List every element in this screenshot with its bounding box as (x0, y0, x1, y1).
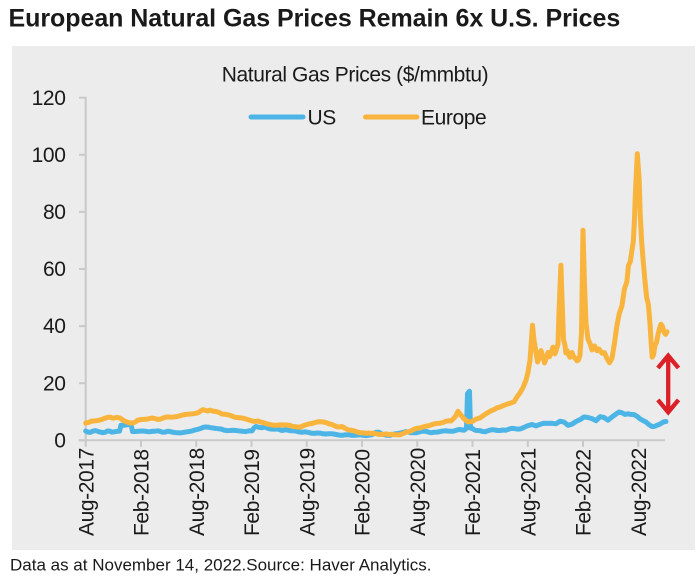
svg-text:Feb-2018: Feb-2018 (131, 449, 154, 536)
svg-text:80: 80 (43, 201, 66, 224)
svg-text:Aug-2018: Aug-2018 (186, 448, 209, 536)
svg-text:European Natural Gas Prices Re: European Natural Gas Prices Remain 6x U.… (9, 5, 621, 33)
svg-text:Europe: Europe (421, 107, 486, 130)
svg-text:Aug-2019: Aug-2019 (296, 448, 319, 536)
svg-text:Aug-2021: Aug-2021 (517, 448, 540, 536)
svg-text:60: 60 (43, 258, 66, 281)
svg-text:Aug-2017: Aug-2017 (75, 448, 98, 536)
svg-text:120: 120 (32, 87, 66, 110)
svg-text:Feb-2019: Feb-2019 (241, 449, 264, 536)
svg-text:Feb-2021: Feb-2021 (462, 449, 485, 536)
svg-text:Data as at November 14, 2022.S: Data as at November 14, 2022.Source: Hav… (10, 556, 431, 575)
svg-text:Aug-2020: Aug-2020 (407, 448, 430, 536)
svg-text:100: 100 (32, 144, 66, 167)
svg-text:20: 20 (43, 372, 66, 395)
svg-text:0: 0 (54, 429, 65, 452)
svg-text:Feb-2022: Feb-2022 (573, 449, 596, 536)
svg-text:US: US (308, 107, 337, 130)
svg-text:Feb-2020: Feb-2020 (352, 449, 375, 536)
svg-text:40: 40 (43, 315, 66, 338)
svg-text:Aug-2022: Aug-2022 (628, 448, 651, 536)
svg-text:Natural Gas Prices ($/mmbtu): Natural Gas Prices ($/mmbtu) (222, 64, 489, 87)
